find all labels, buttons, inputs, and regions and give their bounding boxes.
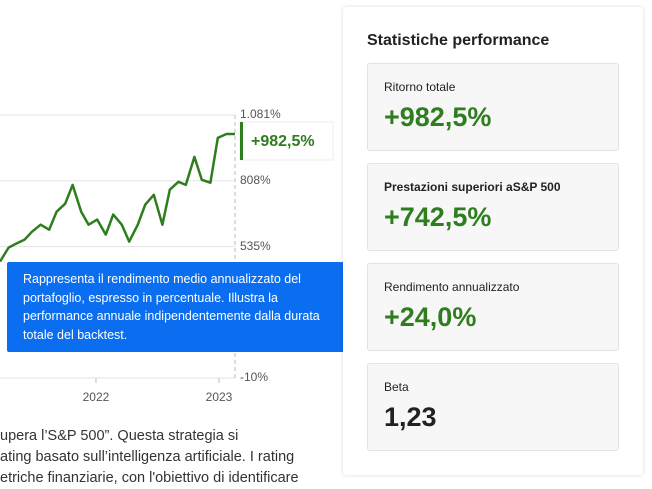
panel-title: Statistiche performance: [367, 32, 550, 49]
stat-card: Rendimento annualizzato +24,0%: [367, 263, 619, 351]
stat-value: +24,0%: [384, 302, 477, 332]
x-tick-label: 2022: [83, 390, 110, 404]
stat-value: +742,5%: [384, 202, 492, 232]
y-tick-label: 535%: [240, 239, 271, 253]
badge: +982,5%: [251, 133, 315, 150]
stat-label: Ritorno totale: [384, 80, 456, 94]
stat-value: 1,23: [384, 402, 437, 432]
tooltip: Rappresenta il rendimento medio annualiz…: [7, 262, 365, 352]
stat-card: Prestazioni superiori aS&P 500 +742,5%: [367, 163, 619, 251]
chart: 2023 2022 -10% 535% 808% 1.081% +982,5%: [0, 107, 334, 404]
page: 2023 2022 -10% 535% 808% 1.081% +982,5% Rappr…: [0, 7, 643, 486]
stats-panel: Statistiche performance Ritorno totale +9…: [343, 7, 643, 475]
line: [0, 132, 235, 263]
y-tick-label: 808%: [240, 173, 271, 187]
body-line: upera l’S&P 500”. Questa strategia si: [0, 428, 239, 444]
stat-card: Ritorno totale +982,5%: [367, 63, 619, 151]
stat-label: Rendimento annualizzato: [384, 280, 520, 294]
y-tick-label: -10%: [240, 370, 268, 384]
stat-value: +982,5%: [384, 102, 492, 132]
badge-box: [239, 121, 334, 161]
x-tick-label: 2023: [206, 390, 233, 404]
stat-label: Beta: [384, 380, 409, 394]
y-tick-label: 1.081%: [240, 107, 281, 121]
stat-label: Prestazioni superiori aS&P 500: [384, 180, 561, 194]
badge-bar: [240, 122, 243, 160]
body-line: ating basato sull’intelligenza artificia…: [0, 449, 295, 465]
stat-card: Beta 1,23: [367, 363, 619, 451]
body-text: upera l’S&P 500”. Questa strategia si at…: [0, 426, 299, 489]
body-line: etriche finanziarie, con l'obiettivo di …: [0, 470, 299, 486]
